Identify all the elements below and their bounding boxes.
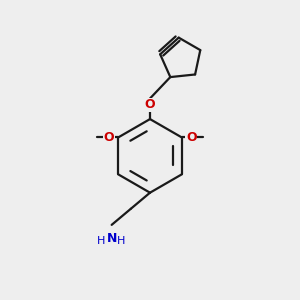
Text: N: N [106, 232, 117, 245]
Text: O: O [103, 131, 114, 144]
Text: H: H [97, 236, 106, 246]
Text: O: O [145, 98, 155, 111]
Text: O: O [186, 131, 197, 144]
Text: H: H [117, 236, 125, 246]
